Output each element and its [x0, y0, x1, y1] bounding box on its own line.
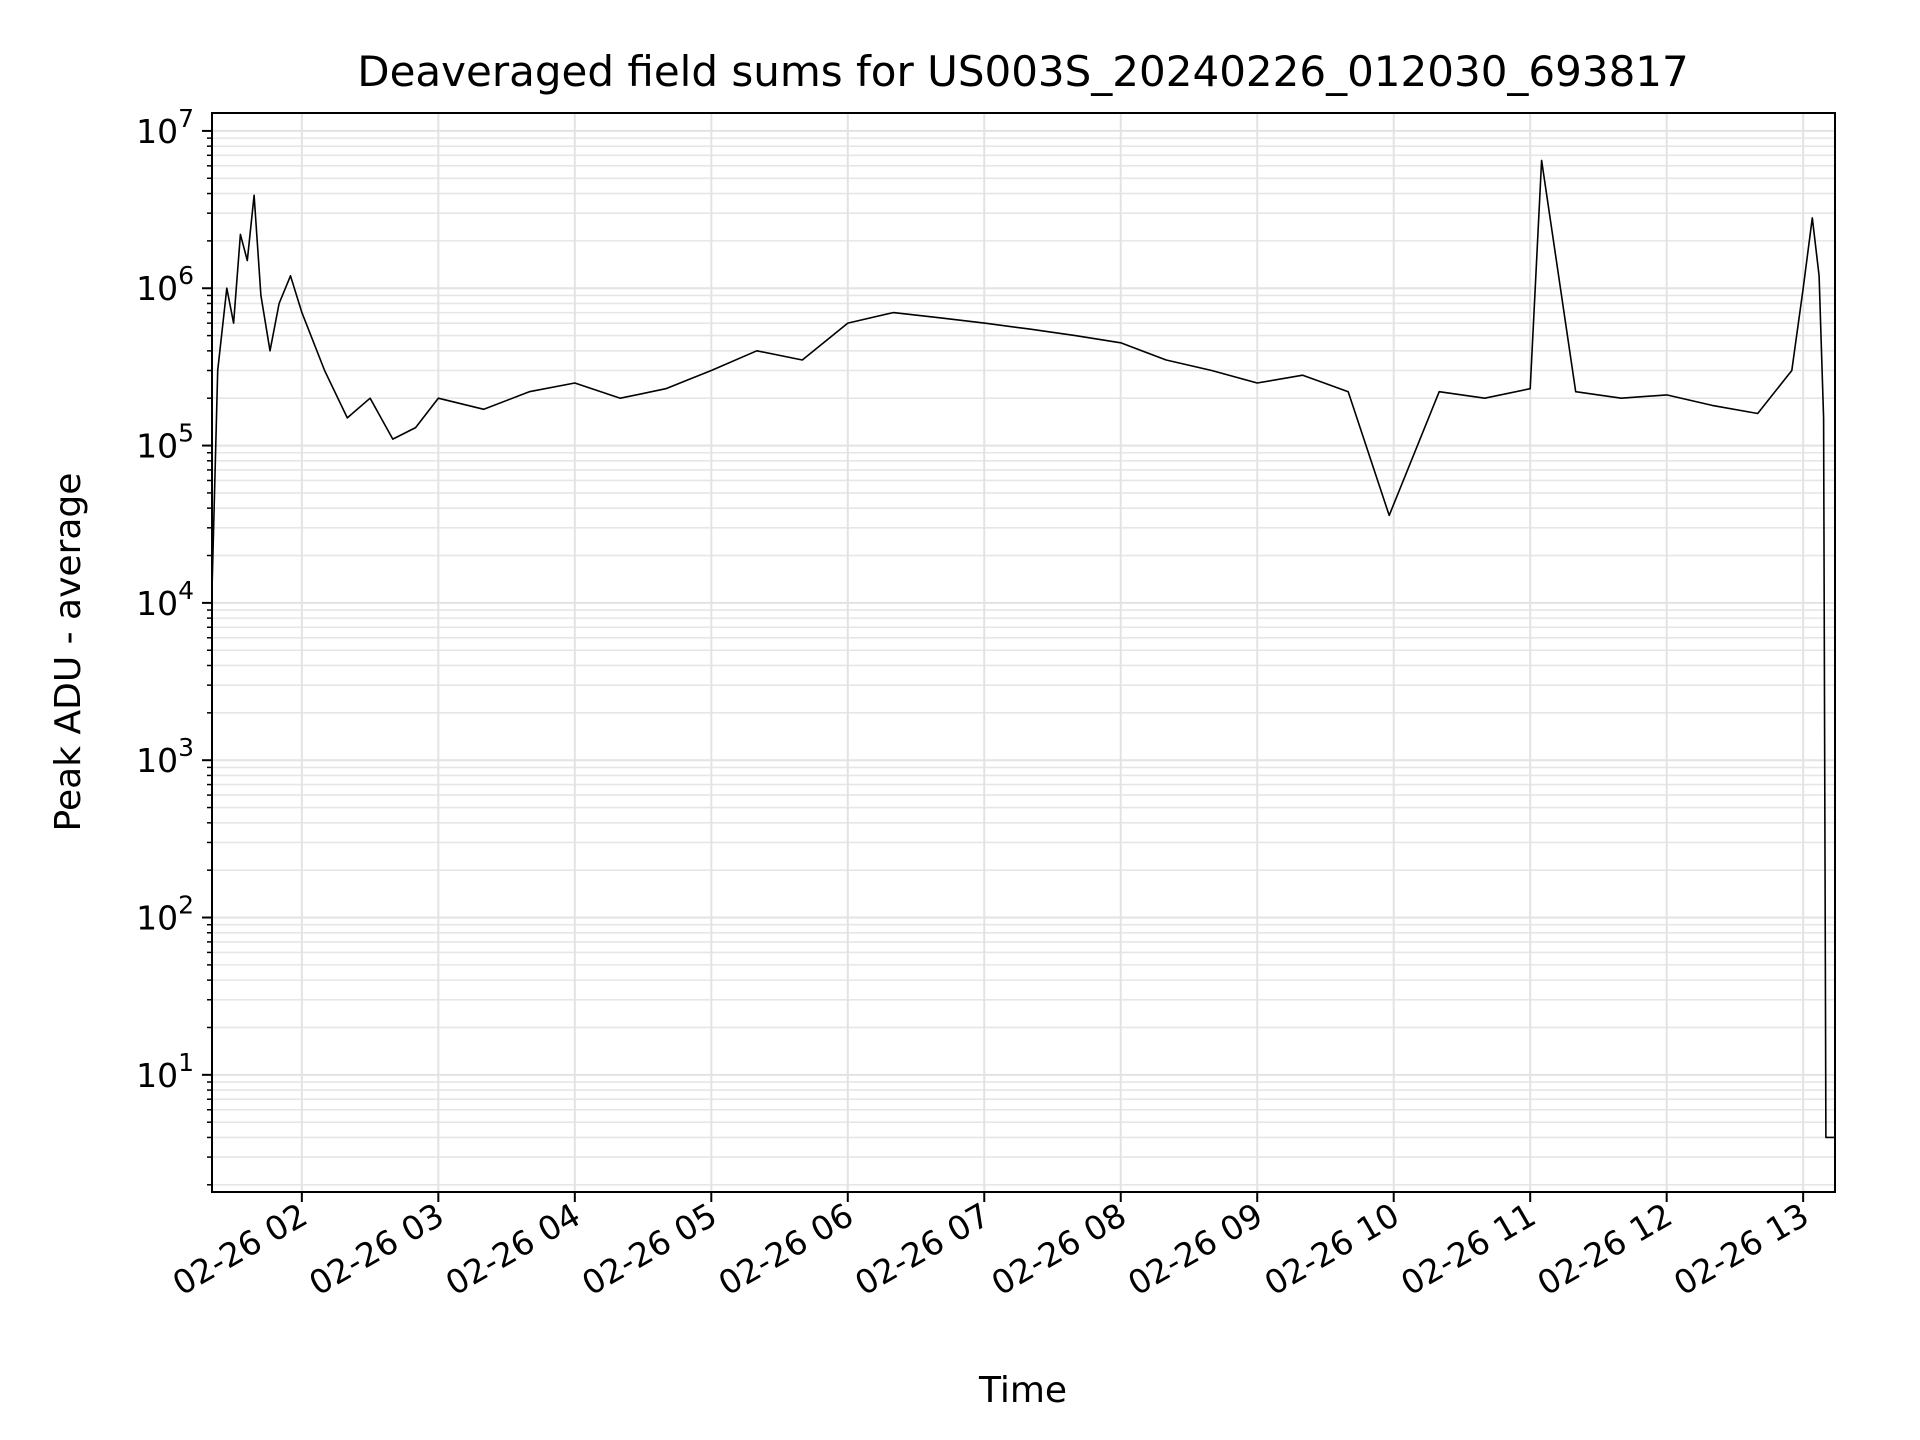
- y-tick-label: 104: [136, 576, 194, 623]
- y-tick-label: 106: [136, 261, 194, 308]
- plot-frame: [211, 112, 1836, 1193]
- y-tick-label-base: 10: [136, 584, 178, 623]
- y-tick-label-exponent: 6: [178, 261, 194, 290]
- y-tick-label-base: 10: [136, 899, 178, 938]
- y-tick-label-exponent: 3: [178, 733, 194, 762]
- y-tick-label-base: 10: [136, 112, 178, 151]
- y-tick-label: 102: [136, 891, 194, 938]
- series-line: [211, 159, 1835, 1139]
- y-tick-label: 101: [136, 1048, 194, 1095]
- y-axis-label: Peak ADU - average: [48, 473, 89, 832]
- y-tick-label-base: 10: [136, 269, 178, 308]
- y-tick-label-base: 10: [136, 741, 178, 780]
- y-tick-label-base: 10: [136, 1056, 178, 1095]
- x-axis-label: Time: [978, 1370, 1067, 1411]
- y-tick-label-exponent: 2: [178, 891, 194, 920]
- y-tick-label: 103: [136, 733, 194, 780]
- y-tick-label-exponent: 5: [178, 419, 194, 448]
- chart-title: Deaveraged field sums for US003S_2024022…: [357, 47, 1689, 96]
- y-tick-label-exponent: 1: [178, 1048, 194, 1077]
- series-line-group: [211, 159, 1835, 1139]
- y-tick-label-exponent: 4: [178, 576, 194, 605]
- y-tick-label: 107: [136, 104, 194, 151]
- grid: [212, 113, 1835, 1192]
- y-tick-label: 105: [136, 419, 194, 466]
- y-tick-label-exponent: 7: [178, 104, 194, 133]
- y-tick-label-base: 10: [136, 427, 178, 466]
